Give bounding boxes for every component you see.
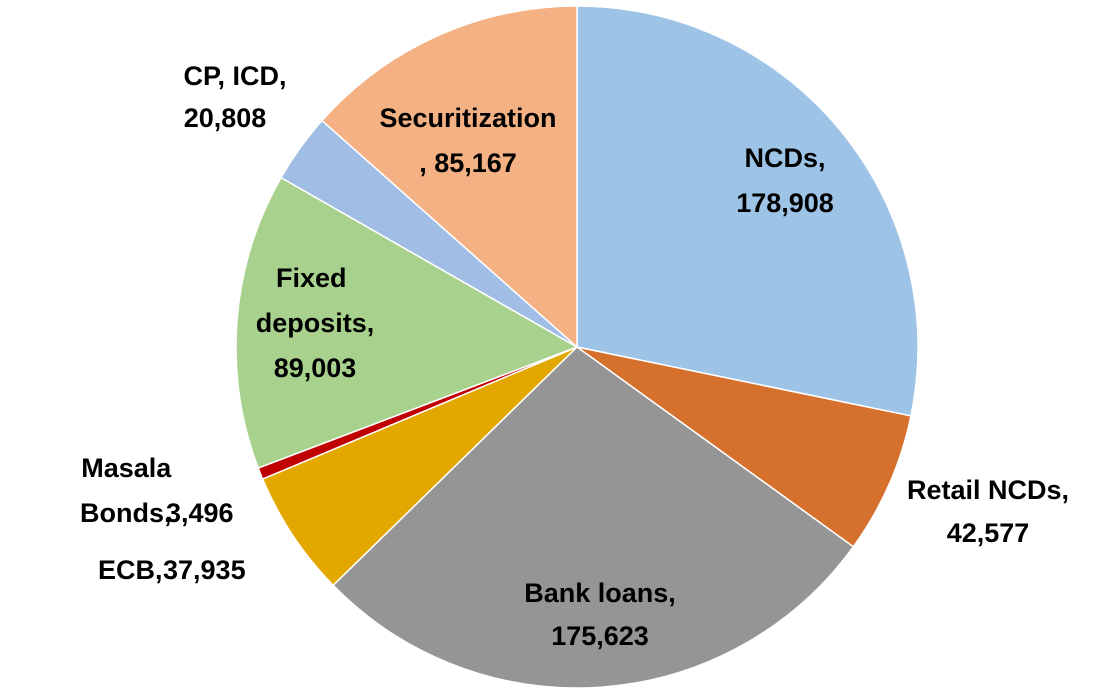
slice-label: NCDs, (744, 143, 825, 173)
slice-label: ECB, (98, 555, 163, 585)
slice-label: CP, ICD, (183, 61, 286, 91)
value-label: 178,908 (736, 188, 834, 218)
value-label: 42,577 (947, 518, 1030, 548)
slice-label: Fixed deposits, (256, 263, 375, 338)
pie-slice (576, 5, 919, 417)
pie-slice (235, 176, 579, 470)
slice-label: Securitization (379, 103, 556, 133)
value-label: 20,808 (184, 103, 267, 133)
pie-slice (320, 5, 578, 349)
pie-slice (332, 346, 855, 689)
value-label: 175,623 (551, 621, 649, 651)
value-label: 89,003 (274, 353, 357, 383)
pie-slice (576, 346, 912, 548)
value-label: 37,935 (163, 555, 246, 585)
slice-label: Bank loans, (524, 578, 676, 608)
slice-label: Retail NCDs, (907, 475, 1069, 505)
slice-label: Masala Bonds, (80, 453, 179, 528)
pie-slice (261, 346, 578, 587)
value-label: , 85,167 (419, 148, 517, 178)
value-label: 3,496 (166, 498, 234, 528)
